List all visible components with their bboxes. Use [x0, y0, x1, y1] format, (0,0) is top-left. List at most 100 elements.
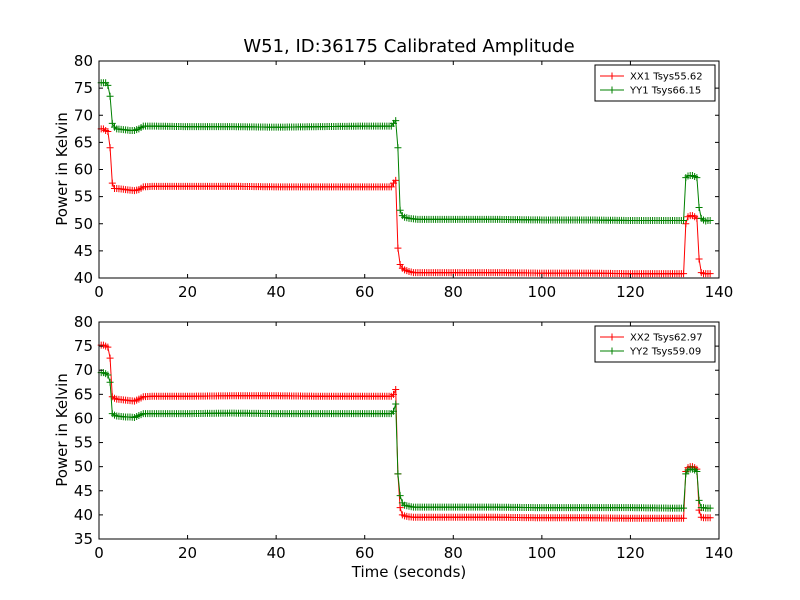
y-axis-label: Power in Kelvin: [53, 373, 71, 487]
x-tick-label: 20: [178, 283, 197, 301]
series-1: [97, 341, 714, 522]
x-tick-label: 0: [94, 283, 104, 301]
x-tick-label: 80: [444, 283, 463, 301]
y-tick-label: 40: [74, 506, 93, 524]
data-point: [695, 255, 703, 263]
x-tick-label: 120: [616, 283, 645, 301]
y-tick-label: 55: [74, 188, 93, 206]
legend-label: XX1 Tsys55.62: [630, 72, 703, 83]
legend-marker: [608, 72, 616, 80]
plot-area: 0 20 40 60 80 100 120 140 35 40 45 50 55 60 65 70 75 80: [74, 313, 733, 562]
data-point: [394, 244, 402, 252]
data-point: [387, 183, 395, 191]
legend-box: [594, 64, 716, 102]
legend-label: XX2 Tsys62.97: [630, 333, 703, 344]
x-tick-label: 60: [355, 544, 374, 562]
data-point: [390, 390, 397, 398]
legend-marker: [608, 333, 616, 341]
x-tick-label: 20: [178, 544, 197, 562]
data-point: [106, 144, 114, 152]
data-point: [394, 470, 402, 478]
data-point: [396, 492, 404, 500]
x-tick-label: 100: [528, 544, 557, 562]
legend: XX1 Tsys55.62 YY1 Tsys66.15: [594, 64, 716, 102]
data-point: [680, 504, 688, 512]
y-tick-label: 60: [74, 409, 93, 427]
data-point: [106, 354, 114, 362]
y-tick-label: 70: [74, 361, 93, 379]
x-tick-label: 80: [444, 544, 463, 562]
y-tick-label: 40: [74, 269, 93, 287]
y-tick-label: 70: [74, 106, 93, 124]
legend-entry: YY2 Tsys59.09: [600, 347, 701, 358]
data-point: [104, 128, 112, 136]
chart-title: W51, ID:36175 Calibrated Amplitude: [243, 36, 574, 57]
data-point: [680, 270, 688, 278]
x-tick-label: 140: [705, 283, 734, 301]
subplot-bottom: Power in Kelvin Time (seconds) 0 20 40 60 80…: [53, 313, 733, 581]
x-tick-label: 40: [267, 544, 286, 562]
legend-label: YY2 Tsys59.09: [629, 347, 701, 358]
data-point: [695, 203, 703, 211]
y-tick-label: 45: [74, 242, 93, 260]
series-markers: [97, 79, 714, 225]
x-tick-label: 40: [267, 283, 286, 301]
data-point: [108, 119, 116, 127]
data-point: [392, 386, 400, 394]
x-tick-label: 140: [705, 544, 734, 562]
series-2: [97, 79, 714, 225]
x-axis-label: Time (seconds): [351, 563, 467, 581]
x-tick-label: 60: [355, 283, 374, 301]
legend-box: [594, 325, 716, 363]
legend: XX2 Tsys62.97 YY2 Tsys59.09: [594, 325, 716, 363]
x-tick-label: 120: [616, 544, 645, 562]
data-point: [392, 400, 400, 408]
data-point: [106, 378, 114, 386]
x-tick-label: 0: [94, 544, 104, 562]
series-1: [97, 125, 714, 278]
legend-marker: [608, 347, 616, 355]
x-tick-label: 100: [528, 283, 557, 301]
data-point: [394, 144, 402, 152]
data-point: [693, 174, 701, 182]
legend-marker: [608, 86, 616, 94]
y-tick-label: 35: [74, 530, 93, 548]
plot-area: 0 20 40 60 80 100 120 140 40 45 50 55 60 65 70 75 80: [74, 52, 733, 301]
y-tick-label: 75: [74, 79, 93, 97]
subplot-top: W51, ID:36175 Calibrated Amplitude Power…: [53, 36, 733, 301]
data-point: [390, 407, 397, 415]
data-point: [106, 92, 114, 100]
data-point: [706, 216, 714, 224]
data-point: [695, 496, 703, 504]
y-tick-label: 80: [74, 313, 93, 331]
y-tick-label: 65: [74, 133, 93, 151]
series-line: [101, 82, 711, 222]
data-point: [706, 514, 714, 522]
y-tick-label: 80: [74, 52, 93, 70]
y-tick-label: 55: [74, 434, 93, 452]
y-tick-label: 50: [74, 458, 93, 476]
data-point: [108, 179, 116, 187]
data-point: [682, 470, 690, 478]
data-point: [104, 343, 112, 351]
series-line: [101, 344, 711, 519]
series-line: [101, 372, 711, 509]
legend-label: YY1 Tsys66.15: [629, 86, 701, 97]
y-tick-label: 65: [74, 385, 93, 403]
legend-entry: YY1 Tsys66.15: [600, 86, 701, 97]
data-point: [392, 176, 400, 184]
series-markers: [97, 369, 714, 512]
data-point: [392, 117, 400, 125]
axes-frame: [98, 321, 720, 540]
series-line: [101, 128, 711, 275]
data-point: [693, 467, 701, 475]
data-point: [396, 504, 404, 512]
series-markers: [97, 125, 714, 278]
y-tick-label: 75: [74, 337, 93, 355]
y-tick-label: 45: [74, 482, 93, 500]
data-point: [396, 260, 404, 268]
legend-entry: XX2 Tsys62.97: [600, 333, 703, 344]
y-axis-label: Power in Kelvin: [53, 112, 71, 226]
